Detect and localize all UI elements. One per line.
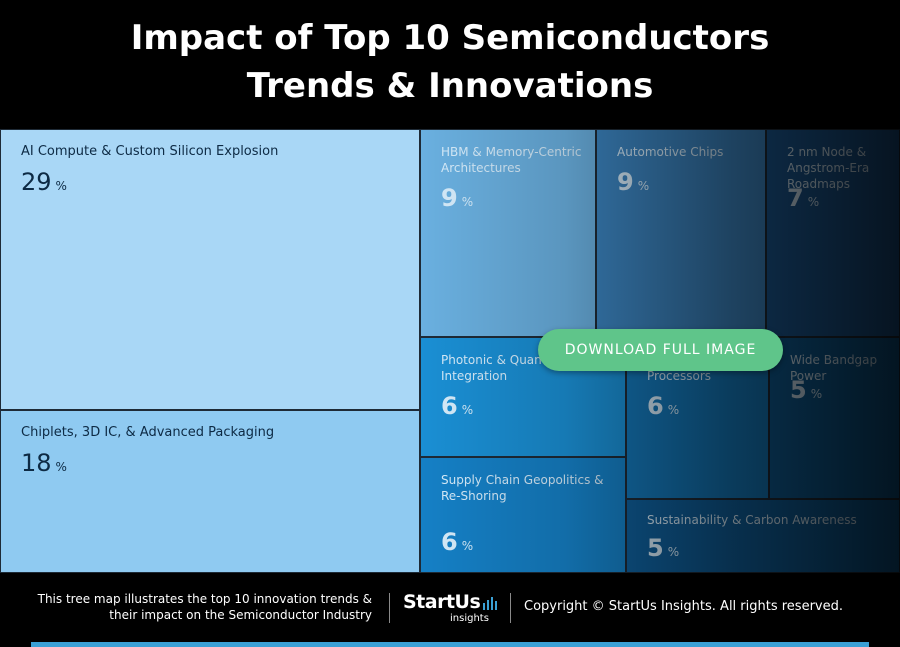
treemap-tile-label: Supply Chain Geopolitics & Re-Shoring xyxy=(441,473,604,503)
treemap-tile-value-number: 6 xyxy=(441,392,458,420)
treemap-tile: Supply Chain Geopolitics & Re-Shoring 6% xyxy=(420,457,626,573)
treemap-tile: HBM & Memory-Centric Architectures 9% xyxy=(420,129,596,337)
treemap-tile-value-unit: % xyxy=(667,403,680,417)
treemap-tile-value-number: 5 xyxy=(647,534,664,562)
treemap-tile-value: 6% xyxy=(441,528,473,556)
chart-title-line-1: Impact of Top 10 Semiconductors xyxy=(130,18,770,58)
treemap-tile-label: AI Compute & Custom Silicon Explosion xyxy=(21,144,279,159)
treemap-tile-value-number: 29 xyxy=(21,168,52,196)
treemap-tile-value: 9% xyxy=(441,184,473,212)
treemap-tile-value-number: 6 xyxy=(441,528,458,556)
copyright-text: Copyright © StartUs Insights. All rights… xyxy=(524,599,843,614)
treemap-tile-value: 6% xyxy=(647,392,679,420)
treemap-tile: AI Compute & Custom Silicon Explosion 29% xyxy=(0,129,420,410)
treemap-tile-value-number: 5 xyxy=(790,376,807,404)
treemap-tile: Automotive Chips 9% xyxy=(596,129,766,337)
treemap-tile-value-unit: % xyxy=(667,545,680,559)
treemap-tile-label: Automotive Chips xyxy=(617,145,724,159)
treemap-tile-value: 29% xyxy=(21,168,67,196)
footer-accent-bar xyxy=(31,642,869,647)
footer-divider-right xyxy=(510,593,511,623)
treemap-tile-value: 9% xyxy=(617,168,649,196)
treemap-tile: Sustainability & Carbon Awareness 5% xyxy=(626,499,900,573)
treemap-tile-label: Sustainability & Carbon Awareness xyxy=(647,513,857,527)
treemap-tile-value-unit: % xyxy=(461,539,474,553)
treemap-tile-value-unit: % xyxy=(461,195,474,209)
treemap-tile-value: 18% xyxy=(21,449,67,477)
treemap-tile-value: 7% xyxy=(787,184,819,212)
treemap-tile-value-number: 9 xyxy=(617,168,634,196)
treemap-tile-value-unit: % xyxy=(807,195,820,209)
treemap-tile-value-unit: % xyxy=(461,403,474,417)
treemap-tile-label: Chiplets, 3D IC, & Advanced Packaging xyxy=(21,425,275,440)
treemap-tile-value-unit: % xyxy=(55,179,67,193)
logo-sub-text: insights xyxy=(450,613,489,624)
logo-main-text: StartUs xyxy=(403,591,481,613)
startus-insights-logo: StartUs insights xyxy=(403,591,499,625)
treemap-tile-value-number: 6 xyxy=(647,392,664,420)
footer-description: This tree map illustrates the top 10 inn… xyxy=(37,592,372,622)
title-area: Impact of Top 10 Semiconductors Trends &… xyxy=(0,0,900,129)
treemap-tile-value-number: 9 xyxy=(441,184,458,212)
chart-title-line-2: Trends & Innovations xyxy=(246,66,654,106)
treemap-tile-value-number: 7 xyxy=(787,184,804,212)
bar-chart-icon xyxy=(483,597,497,610)
treemap-tile: 2 nm Node & Angstrom-Era Roadmaps 7% xyxy=(766,129,900,337)
treemap-tile: Chiplets, 3D IC, & Advanced Packaging 18% xyxy=(0,410,420,573)
footer-divider-left xyxy=(389,593,390,623)
treemap-tile-value: 6% xyxy=(441,392,473,420)
treemap-tile-value-unit: % xyxy=(637,179,650,193)
treemap-tile-value-unit: % xyxy=(810,387,823,401)
footer: This tree map illustrates the top 10 inn… xyxy=(0,573,900,647)
treemap-tile-value: 5% xyxy=(790,376,822,404)
treemap-tile: Wide Bandgap Power 5% xyxy=(769,337,900,499)
treemap-tile-value-number: 18 xyxy=(21,449,52,477)
download-full-image-button[interactable]: DOWNLOAD FULL IMAGE xyxy=(538,329,783,371)
treemap-tile-value-unit: % xyxy=(55,460,67,474)
treemap-tile-label: HBM & Memory-Centric Architectures xyxy=(441,145,582,175)
treemap-tile-value: 5% xyxy=(647,534,679,562)
